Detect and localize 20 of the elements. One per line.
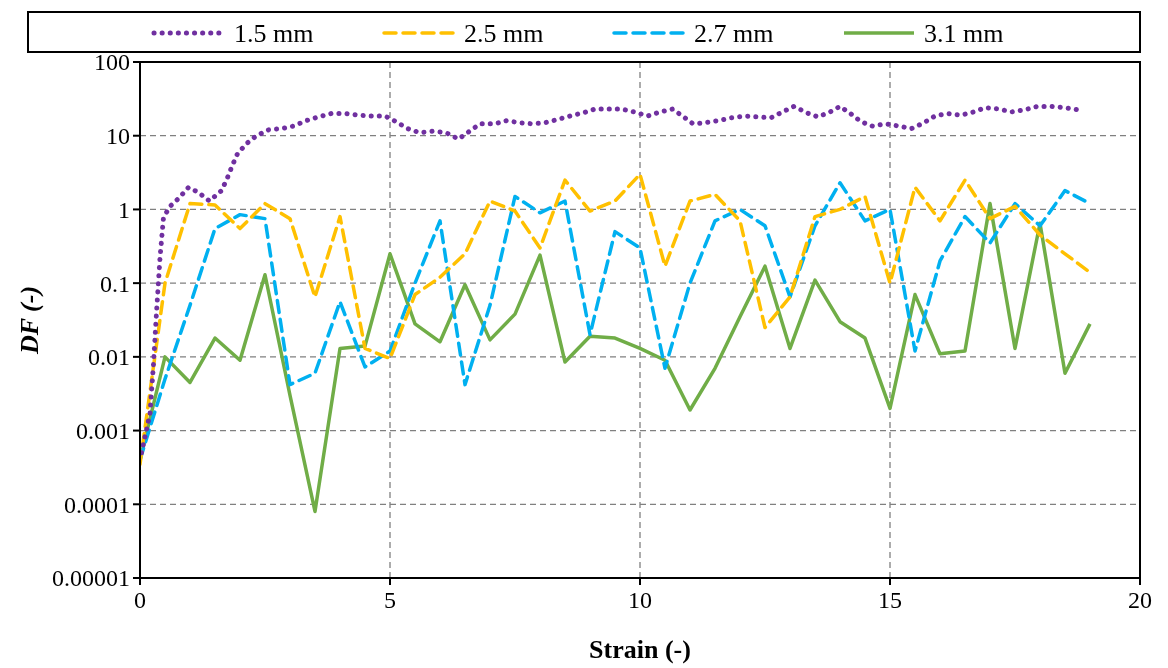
x-tick-label: 15 <box>878 587 902 613</box>
y-tick-label: 1 <box>118 196 130 223</box>
y-tick-label: 0.1 <box>100 270 130 297</box>
line-series <box>140 201 1092 514</box>
y-tick-label: 100 <box>94 49 130 76</box>
legend-label: 2.5 mm <box>464 19 544 49</box>
x-axis-title: Strain (-) <box>589 635 691 664</box>
y-tick-label: 10 <box>106 123 130 150</box>
y-tick-label: 0.00001 <box>52 565 130 592</box>
x-tick-label: 0 <box>134 587 146 613</box>
y-tick-label: 0.01 <box>88 344 130 371</box>
legend-label: 1.5 mm <box>234 19 314 49</box>
legend-label: 2.7 mm <box>694 19 774 49</box>
y-tick-label: 0.001 <box>76 417 130 444</box>
legend-label: 3.1 mm <box>924 19 1004 49</box>
x-tick-label: 10 <box>628 587 652 613</box>
x-tick-label: 5 <box>384 587 396 613</box>
y-axis-title: DF (-) <box>15 285 44 356</box>
x-tick-label: 20 <box>1128 587 1152 613</box>
y-tick-label: 0.0001 <box>64 491 130 518</box>
